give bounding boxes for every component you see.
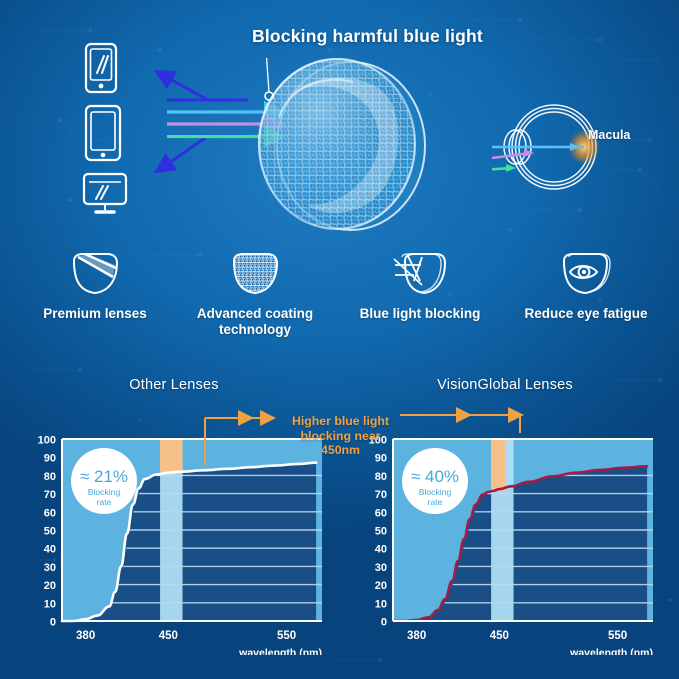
curve-area [62,462,317,621]
hero-section: Blocking harmful blue light [0,0,679,250]
feature-item-blue-light-blocking: Blue light blocking [335,250,505,322]
y-tick-label: 80 [44,471,56,483]
axes [392,438,653,622]
monitor-icon [82,172,128,214]
chart-svg: 0 10 20 30 40 50 60 70 80 90 100 380 450 550 wavelengt… [369,435,653,659]
highlight-450nm [491,439,506,491]
curve-area [393,466,648,621]
annotation-text: Higher blue light blocking near 450nm [291,414,389,457]
y-tick-label: 30 [44,562,56,574]
y-tick-label: 20 [44,580,56,592]
y-tick-label: 60 [44,507,56,519]
y-tick-label: 80 [375,471,387,483]
chart-plot-area: 0 10 20 30 40 50 60 70 80 90 100 380 450 550 wavelengt… [14,425,334,659]
chart-plot-area: 0 10 20 30 40 50 60 70 80 90 100 380 450 550 wavelengt… [345,425,665,659]
y-tick-label: 100 [38,435,56,447]
blocking-rate-caption: Blocking [419,487,452,497]
y-tick-label: 90 [44,453,56,465]
chart-svg: 0 10 20 30 40 50 60 70 80 90 100 380 450 550 wavelengt… [38,435,322,659]
feature-item-premium-lenses: Premium lenses [10,250,180,322]
y-tick-label: 100 [369,435,387,447]
x-tick-label: 450 [490,630,509,642]
feature-label: Reduce eye fatigue [524,306,648,321]
gridlines [444,474,653,604]
blocking-rate-badge [71,448,137,514]
blocking-rate-value: ≈ 21% [80,467,128,486]
blocking-rate-badge [402,448,468,514]
y-tick-label: 90 [375,453,387,465]
x-tick-label: 380 [407,630,426,642]
blocking-rate-value: ≈ 40% [411,467,459,486]
x-tick-label: 550 [608,630,627,642]
blocking-curve [60,461,318,623]
chart-title: VisionGlobal Lenses [437,377,573,393]
y-tick-label: 20 [375,580,387,592]
tablet-icon [84,104,122,162]
feature-item-reduce-eye-fatigue: Reduce eye fatigue [500,250,672,322]
hero-title: Blocking harmful blue light [252,26,483,46]
blocking-rate-caption: Blocking [88,487,121,497]
macula-label: Macula [588,128,631,142]
y-tick-label: 0 [50,617,56,629]
gridlines [112,474,322,604]
highlight-450nm [160,439,183,473]
y-tick-label: 10 [375,598,387,610]
y-tick-label: 50 [375,526,387,538]
lens-shine-icon [10,250,180,298]
y-tick-label: 30 [375,562,387,574]
y-tick-label: 40 [44,544,56,556]
chart-visionglobal-lenses: VisionGlobal Lenses 0 10 20 30 40 50 60 70 80 90 1… [345,365,665,679]
y-tick-label: 0 [381,617,387,629]
axes [61,438,322,622]
y-tick-label: 10 [44,598,56,610]
blocking-rate-caption: rate [428,497,443,507]
band-450nm-overlay [160,439,183,621]
blue-ray-upper [153,70,209,102]
y-tick-label: 70 [44,489,56,501]
blocking-curve [391,465,649,623]
x-tick-label: 450 [159,630,178,642]
x-axis-label: wavelength (nm) [569,647,653,655]
features-section: Premium lenses Advanced coating technolo… [0,250,679,365]
chart-other-lenses: Other Lenses 0 10 20 30 40 50 60 70 80 90 100 380 45… [14,365,334,679]
y-tick-label: 70 [375,489,387,501]
eye-fatigue-icon [500,250,672,298]
x-tick-label: 550 [277,630,296,642]
chart-title: Other Lenses [129,377,219,393]
blue-light-blocking-icon [335,250,505,298]
charts-section: Other Lenses 0 10 20 30 40 50 60 70 80 90 100 380 45… [0,365,679,679]
y-tick-label: 60 [375,507,387,519]
x-tick-label: 380 [76,630,95,642]
x-axis-label: wavelength (nm) [238,647,322,655]
feature-item-advanced-coating: Advanced coating technology [170,250,340,338]
mesh-coating-icon [170,250,340,298]
blocking-rate-caption: rate [97,497,112,507]
eye-diagram-icon [492,104,600,190]
y-tick-label: 50 [44,526,56,538]
feature-label: Advanced coating technology [196,306,314,337]
y-tick-label: 40 [375,544,387,556]
blue-ray-lower [154,134,209,174]
feature-label: Premium lenses [43,306,147,321]
feature-label: Blue light blocking [359,306,481,321]
smartphone-icon [84,42,118,94]
device-icon-group [82,42,142,214]
hexagon-coated-lens-icon [257,58,426,231]
